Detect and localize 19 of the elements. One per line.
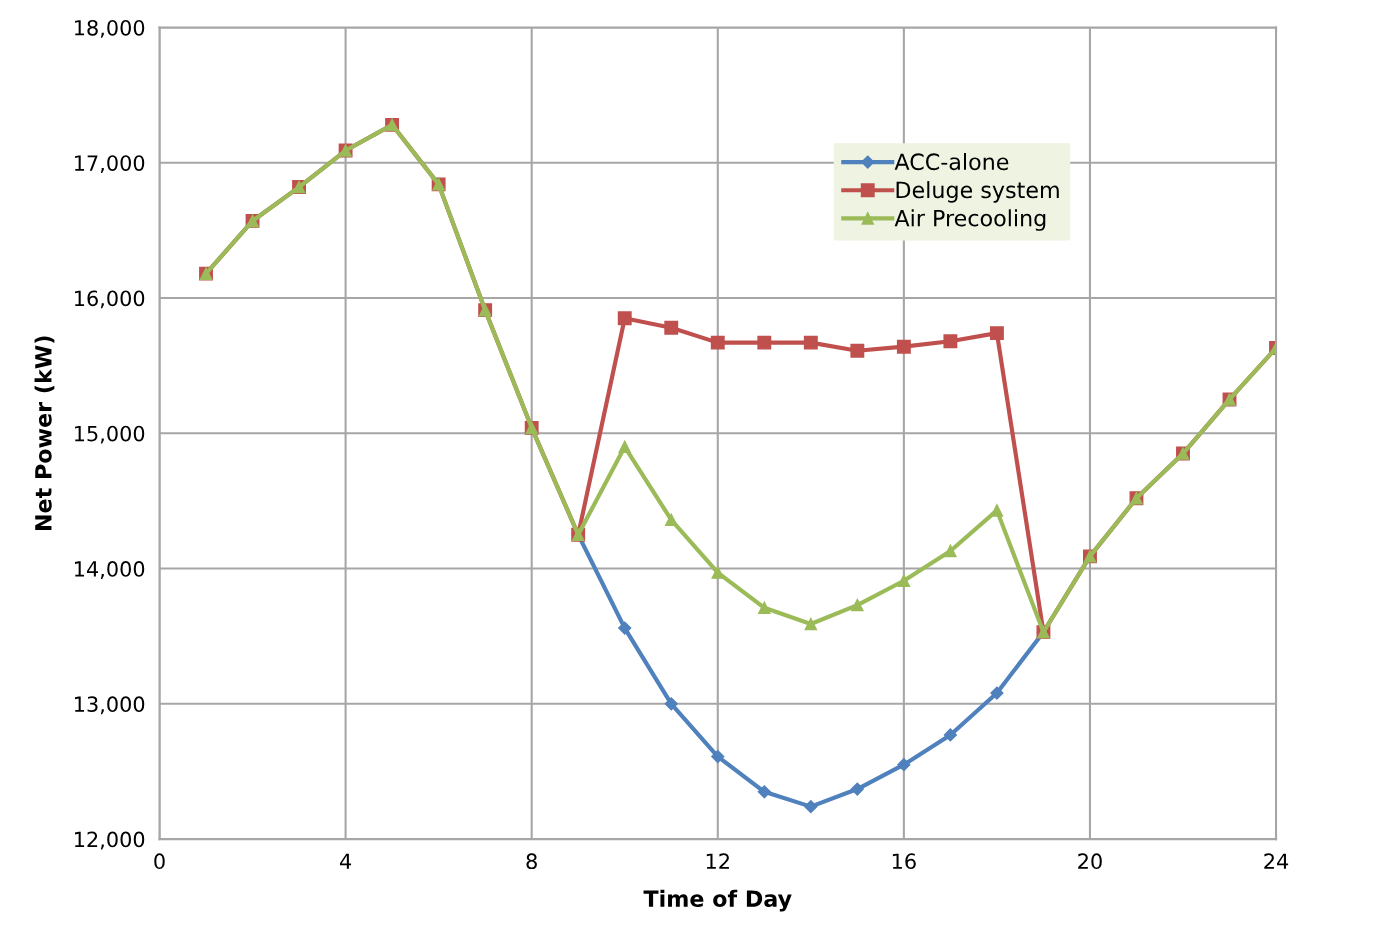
x-tick-label: 12 [706,853,729,869]
x-tick-label: 16 [892,853,916,870]
x-tick-label: 8 [526,853,537,870]
legend-label: ACC-alone [894,152,1009,171]
y-tick-label: 16,000 [75,290,145,309]
y-tick-label: 14,000 [75,561,145,579]
x-tick-label: 20 [1078,853,1102,870]
y-axis-title: Net Power (kW) [34,336,55,530]
x-tick-label: 24 [1264,853,1289,869]
x-axis-title: Time of Day [643,889,792,912]
y-tick-label: 17,000 [75,155,145,174]
x-tick-label: 0 [154,853,165,870]
legend-label: Deluge system [896,181,1059,203]
y-tick-label: 15,000 [75,425,145,444]
x-tick-label: 4 [339,853,352,869]
legend-label: Air Precooling [894,209,1046,231]
y-tick-label: 18,000 [75,19,145,38]
y-tick-label: 12,000 [75,831,145,850]
y-tick-label: 13,000 [75,696,145,715]
